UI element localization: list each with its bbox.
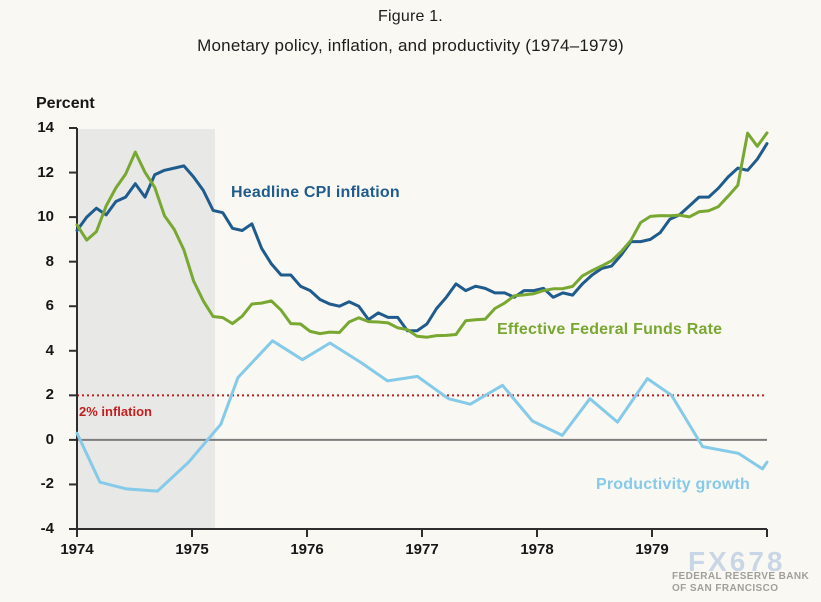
recession-shading-band: [77, 129, 215, 530]
productivity-growth-line: [75, 339, 769, 493]
frbsf-attribution-line1: FEDERAL RESERVE BANK: [672, 571, 810, 582]
x-tick-label-1979: 1979: [635, 541, 669, 558]
figure-number: Figure 1.: [378, 8, 443, 25]
x-tick-label-1977: 1977: [405, 541, 439, 558]
y-tick-label-4: 4: [45, 341, 54, 359]
frbsf-attribution-line2: OF SAN FRANCISCO: [672, 583, 779, 594]
frbsf-attribution: FEDERAL RESERVE BANK OF SAN FRANCISCO: [672, 571, 821, 595]
y-tick-label-2: 2: [45, 386, 54, 404]
y-tick-label-6: 6: [45, 297, 54, 315]
y-tick-label-8: 8: [45, 252, 54, 270]
y-tick-label-0: 0: [45, 430, 54, 448]
cpi-series-label: Headline CPI inflation: [231, 184, 400, 201]
two-percent-inflation-label: 2% inflation: [79, 404, 152, 419]
y-tick-label--4: -4: [40, 520, 54, 537]
federal-funds-rate-line: [75, 131, 769, 339]
y-tick-label-14: 14: [37, 119, 54, 136]
x-tick-label-1974: 1974: [60, 541, 94, 558]
productivity-series-label: Productivity growth: [596, 476, 751, 493]
y-tick-label-10: 10: [37, 208, 54, 226]
y-tick-label-12: 12: [37, 163, 54, 181]
ffr-series-label: Effective Federal Funds Rate: [497, 321, 723, 338]
figure-title: Monetary policy, inflation, and producti…: [197, 36, 624, 55]
y-axis-unit-label: Percent: [36, 95, 95, 112]
x-tick-label-1975: 1975: [175, 541, 209, 558]
fx678-watermark: FX678: [688, 546, 786, 577]
y-tick-label--2: -2: [40, 475, 54, 493]
cpi-inflation-line: [75, 142, 769, 333]
x-tick-label-1978: 1978: [520, 541, 554, 558]
x-tick-label-1976: 1976: [290, 541, 324, 558]
